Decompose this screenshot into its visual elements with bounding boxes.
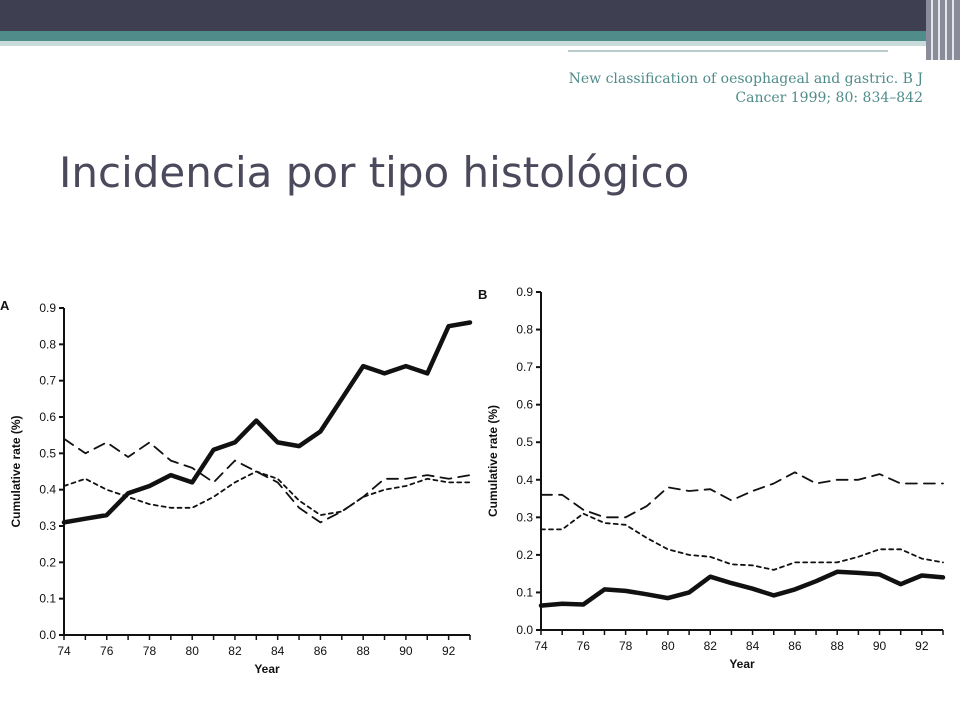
x-tick-label: 86 <box>788 639 802 653</box>
x-tick-label: 90 <box>399 644 413 658</box>
chart-panel-b: 0.0 0.1 0.2 0.3 0.4 0.5 0.6 0.7 0.8 0.9 74 76 78 80 82… <box>478 285 946 671</box>
x-tick-label: 74 <box>534 639 548 653</box>
chart-panel-a: 0.0 0.1 0.2 0.3 0.4 0.5 0.6 0.7 0.8 0.9 74 76 78 80 82… <box>0 298 473 676</box>
citation-line-2: Cancer 1999; 80: 834–842 <box>735 90 923 106</box>
x-tick-label: 86 <box>314 644 328 658</box>
y-tick-label: 0.1 <box>516 585 533 599</box>
y-tick-label: 0.9 <box>516 285 533 299</box>
y-tick-label: 0.1 <box>39 592 56 606</box>
series-line-solid-thick <box>61 320 473 525</box>
y-tick-label: 0.4 <box>39 483 56 497</box>
header-divider-line <box>568 50 888 52</box>
x-tick-label: 88 <box>831 639 845 653</box>
y-tick-label: 0.2 <box>516 548 533 562</box>
x-tick-label: 82 <box>704 639 718 653</box>
slide-title: Incidencia por tipo histológico <box>59 148 690 197</box>
x-tick-label: 80 <box>186 644 200 658</box>
y-tick-label: 0.8 <box>516 323 533 337</box>
series-line-long-dash <box>63 437 471 524</box>
panel-label: B <box>478 287 487 302</box>
citation: New classification of oesophageal and ga… <box>503 70 923 108</box>
y-tick-label: 0.5 <box>39 446 56 460</box>
series-line-long-dash <box>540 471 944 519</box>
y-tick-label: 0.4 <box>516 473 533 487</box>
x-tick-label: 74 <box>57 644 71 658</box>
y-tick-label: 0.7 <box>516 360 533 374</box>
x-tick-label: 78 <box>143 644 157 658</box>
series-line-short-dash <box>540 512 944 571</box>
y-tick-label: 0.3 <box>516 510 533 524</box>
x-tick-label: 80 <box>661 639 675 653</box>
series-line-short-dash <box>63 470 471 516</box>
header-accent-stripe <box>0 31 960 41</box>
series-line-solid-thick <box>538 569 946 608</box>
x-tick-label: 84 <box>746 639 760 653</box>
y-tick-label: 0.7 <box>39 374 56 388</box>
header-bar <box>0 0 960 31</box>
y-axis-label: Cumulative rate (%) <box>9 415 23 527</box>
x-tick-label: 88 <box>356 644 370 658</box>
x-tick-label: 76 <box>100 644 114 658</box>
y-tick-label: 0.0 <box>516 623 533 637</box>
x-tick-label: 76 <box>577 639 591 653</box>
y-tick-label: 0.6 <box>516 398 533 412</box>
header-light-stripe <box>0 41 960 46</box>
x-tick-label: 90 <box>873 639 887 653</box>
x-tick-label: 78 <box>619 639 633 653</box>
x-tick-label: 84 <box>271 644 285 658</box>
corner-lines-decoration <box>926 0 960 60</box>
y-tick-label: 0.6 <box>39 410 56 424</box>
x-tick-label: 92 <box>442 644 456 658</box>
x-tick-label: 82 <box>228 644 242 658</box>
x-tick-label: 92 <box>915 639 929 653</box>
y-tick-label: 0.9 <box>39 301 56 315</box>
x-axis-label: Year <box>729 657 755 671</box>
citation-line-1: New classification of oesophageal and ga… <box>568 71 923 87</box>
y-tick-label: 0.5 <box>516 435 533 449</box>
y-tick-label: 0.3 <box>39 519 56 533</box>
panel-label: A <box>0 298 10 313</box>
y-axis-label: Cumulative rate (%) <box>486 405 500 517</box>
y-tick-label: 0.2 <box>39 555 56 569</box>
y-tick-label: 0.8 <box>39 337 56 351</box>
x-axis-label: Year <box>254 662 280 676</box>
y-tick-label: 0.0 <box>39 628 56 642</box>
